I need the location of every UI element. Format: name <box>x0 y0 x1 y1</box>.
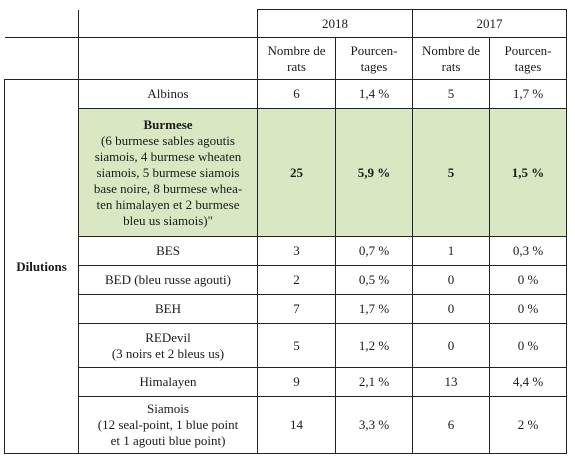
count-2017: 13 <box>412 367 490 397</box>
dilutions-table: 2018 2017 Nombre de rats Pourcen-tages No… <box>4 9 567 454</box>
count-2017: 0 <box>412 294 490 324</box>
count-2018: 7 <box>257 294 336 324</box>
count-2017: 1 <box>412 236 490 266</box>
percent-2018: 1,4 % <box>335 79 413 109</box>
table-row: Himalayen 9 2,1 % 13 4,4 % <box>5 367 567 397</box>
year-2017-header: 2017 <box>412 9 567 38</box>
percent-2017: 0 % <box>489 265 567 295</box>
count-2017: 0 <box>412 323 490 368</box>
row-label: BES <box>78 236 258 266</box>
subheader-row: Nombre de rats Pourcen-tages Nombre de rat… <box>4 37 567 80</box>
count-2018: 2 <box>257 265 336 295</box>
row-label: Siamois (12 seal-point, 1 blue point et … <box>78 396 258 454</box>
row-label: Himalayen <box>78 367 258 397</box>
empty-label-header <box>78 9 258 38</box>
row-label: REDevil (3 noirs et 2 bleus us) <box>78 323 258 368</box>
row-label: BED (bleu russe agouti) <box>78 265 258 295</box>
count-2018: 9 <box>257 367 336 397</box>
percent-2017-header: Pourcen-tages <box>489 37 567 80</box>
percent-2017: 0 % <box>489 323 567 368</box>
percent-2018: 1,2 % <box>335 323 413 368</box>
year-header-row: 2018 2017 <box>4 9 567 38</box>
count-2018-header: Nombre de rats <box>257 37 336 80</box>
percent-2018: 5,9 % <box>335 108 413 237</box>
row-label: Burmese (6 burmese sables agoutis siamoi… <box>78 108 258 237</box>
count-2017: 5 <box>412 108 490 237</box>
percent-2018: 2,1 % <box>335 367 413 397</box>
table-row-highlighted: Burmese (6 burmese sables agoutis siamoi… <box>5 108 567 237</box>
table-row: BEH 7 1,7 % 0 0 % <box>5 294 567 324</box>
empty-corner-cell <box>4 9 79 38</box>
percent-2017: 1,5 % <box>489 108 567 237</box>
count-2017: 0 <box>412 265 490 295</box>
count-2018: 25 <box>257 108 336 237</box>
table-row: REDevil (3 noirs et 2 bleus us) 5 1,2 % … <box>5 323 567 368</box>
empty-label-subheader <box>78 37 258 80</box>
percent-2018: 0,5 % <box>335 265 413 295</box>
count-2018: 14 <box>257 396 336 454</box>
table-row: BED (bleu russe agouti) 2 0,5 % 0 0 % <box>5 265 567 295</box>
row-title: Burmese <box>143 116 193 132</box>
count-2017-header: Nombre de rats <box>412 37 490 80</box>
table-row: BES 3 0,7 % 1 0,3 % <box>5 236 567 266</box>
count-2017: 5 <box>412 79 490 109</box>
count-2017: 6 <box>412 396 490 454</box>
empty-corner-cell <box>4 37 79 80</box>
table-row: Siamois (12 seal-point, 1 blue point et … <box>5 396 567 454</box>
year-2018-header: 2018 <box>257 9 413 38</box>
percent-2017: 0,3 % <box>489 236 567 266</box>
count-2018: 6 <box>257 79 336 109</box>
count-2018: 3 <box>257 236 336 266</box>
percent-2017: 1,7 % <box>489 79 567 109</box>
table-row: Dilutions Albinos 6 1,4 % 5 1,7 % <box>4 79 567 454</box>
percent-2018: 0,7 % <box>335 236 413 266</box>
percent-2017: 4,4 % <box>489 367 567 397</box>
percent-2018: 1,7 % <box>335 294 413 324</box>
count-2018: 5 <box>257 323 336 368</box>
percent-2017: 2 % <box>489 396 567 454</box>
percent-2018: 3,3 % <box>335 396 413 454</box>
row-label: BEH <box>78 294 258 324</box>
percent-2018-header: Pourcen-tages <box>335 37 413 80</box>
percent-2017: 0 % <box>489 294 567 324</box>
row-label: Albinos <box>78 79 258 109</box>
category-dilutions: Dilutions <box>4 79 79 454</box>
